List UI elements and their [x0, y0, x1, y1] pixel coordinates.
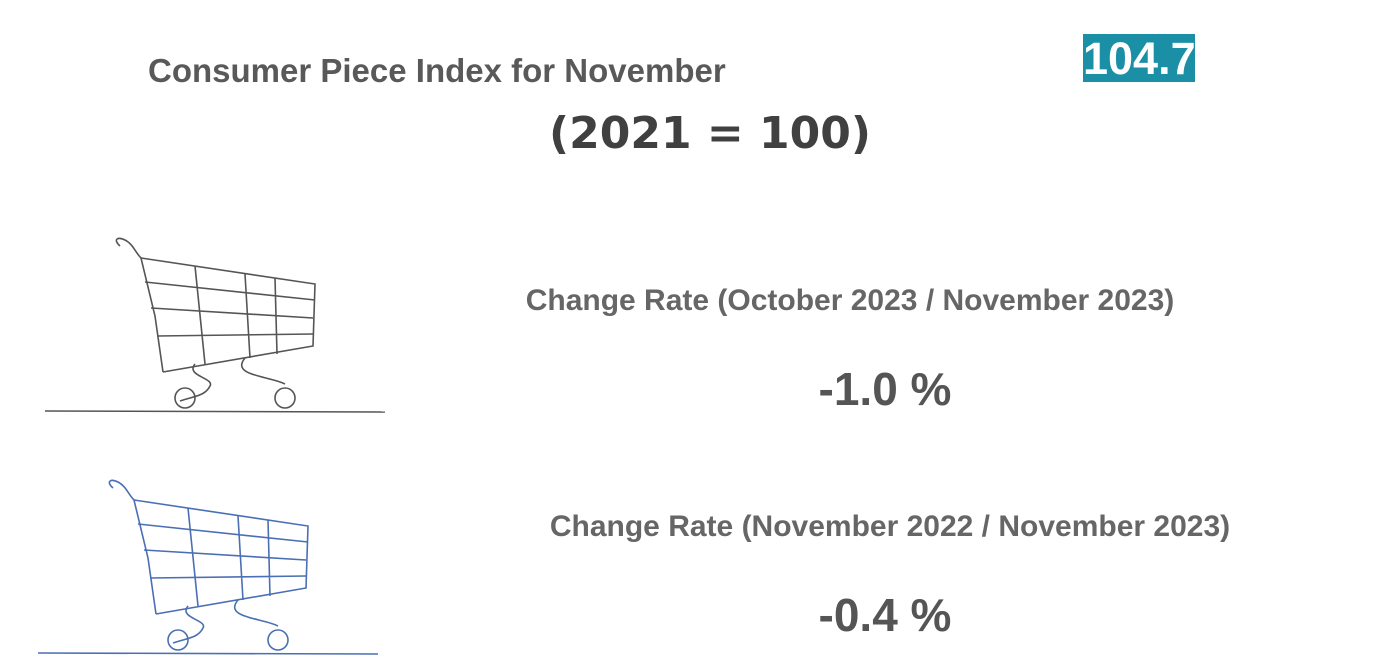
- cart-icon: [37, 479, 379, 655]
- index-value: 104.7: [1083, 33, 1196, 84]
- change-value: -0.4 %: [818, 589, 952, 641]
- change-label: Change Rate (November 2022 / November 20…: [549, 510, 1231, 543]
- change-value: -1.0 %: [818, 363, 952, 415]
- change-label: Change Rate (October 2023 / November 202…: [525, 284, 1175, 317]
- illustrations: [37, 237, 386, 655]
- base-year: (2021 = 100): [548, 108, 872, 159]
- cart-icon: [44, 237, 386, 413]
- title: Consumer Piece Index for November: [148, 52, 726, 89]
